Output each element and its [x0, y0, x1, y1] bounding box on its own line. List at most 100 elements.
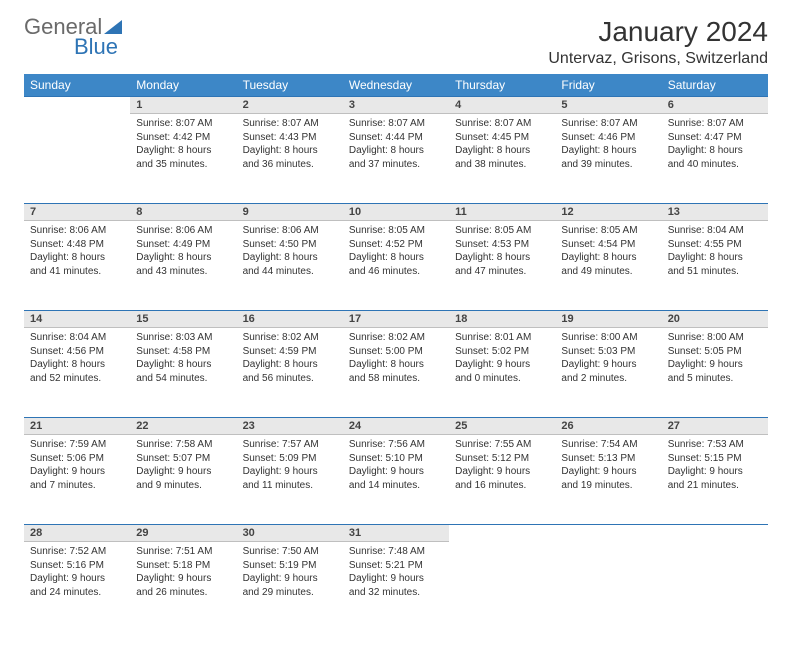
day-number-row: 78910111213 [24, 204, 768, 221]
day-body-cell: Sunrise: 8:06 AMSunset: 4:48 PMDaylight:… [24, 221, 130, 311]
title-block: January 2024 Untervaz, Grisons, Switzerl… [548, 16, 768, 68]
day-number-cell [449, 525, 555, 542]
day-number-cell: 16 [237, 311, 343, 328]
day-number-cell: 26 [555, 418, 661, 435]
day-body-row: Sunrise: 7:59 AMSunset: 5:06 PMDaylight:… [24, 435, 768, 525]
sunset-line: Sunset: 5:07 PM [136, 452, 230, 466]
day-body-cell: Sunrise: 8:00 AMSunset: 5:03 PMDaylight:… [555, 328, 661, 418]
sunset-line: Sunset: 5:13 PM [561, 452, 655, 466]
sunset-line: Sunset: 4:59 PM [243, 345, 337, 359]
day-number-cell: 17 [343, 311, 449, 328]
daylight-line: Daylight: 9 hours and 32 minutes. [349, 572, 443, 599]
daylight-line: Daylight: 8 hours and 36 minutes. [243, 144, 337, 171]
sunset-line: Sunset: 4:55 PM [668, 238, 762, 252]
day-number-cell: 8 [130, 204, 236, 221]
day-body-cell: Sunrise: 8:07 AMSunset: 4:43 PMDaylight:… [237, 114, 343, 204]
day-number-cell: 15 [130, 311, 236, 328]
daylight-line: Daylight: 8 hours and 41 minutes. [30, 251, 124, 278]
daylight-line: Daylight: 9 hours and 24 minutes. [30, 572, 124, 599]
sunrise-line: Sunrise: 8:06 AM [30, 224, 124, 238]
daylight-line: Daylight: 9 hours and 9 minutes. [136, 465, 230, 492]
daylight-line: Daylight: 8 hours and 54 minutes. [136, 358, 230, 385]
day-number-cell: 14 [24, 311, 130, 328]
sunset-line: Sunset: 4:45 PM [455, 131, 549, 145]
daylight-line: Daylight: 9 hours and 11 minutes. [243, 465, 337, 492]
daylight-line: Daylight: 8 hours and 49 minutes. [561, 251, 655, 278]
daylight-line: Daylight: 9 hours and 0 minutes. [455, 358, 549, 385]
day-number-row: 21222324252627 [24, 418, 768, 435]
sunset-line: Sunset: 5:12 PM [455, 452, 549, 466]
calendar-table: Sunday Monday Tuesday Wednesday Thursday… [24, 74, 768, 632]
sunset-line: Sunset: 5:09 PM [243, 452, 337, 466]
sunset-line: Sunset: 5:03 PM [561, 345, 655, 359]
day-body-cell: Sunrise: 8:07 AMSunset: 4:44 PMDaylight:… [343, 114, 449, 204]
daylight-line: Daylight: 8 hours and 58 minutes. [349, 358, 443, 385]
day-number-cell: 19 [555, 311, 661, 328]
day-body-cell: Sunrise: 8:00 AMSunset: 5:05 PMDaylight:… [662, 328, 768, 418]
day-number-cell: 3 [343, 97, 449, 114]
daylight-line: Daylight: 9 hours and 16 minutes. [455, 465, 549, 492]
day-number-cell: 21 [24, 418, 130, 435]
sunset-line: Sunset: 4:44 PM [349, 131, 443, 145]
day-number-cell: 13 [662, 204, 768, 221]
sunrise-line: Sunrise: 7:48 AM [349, 545, 443, 559]
sunset-line: Sunset: 4:56 PM [30, 345, 124, 359]
daylight-line: Daylight: 8 hours and 52 minutes. [30, 358, 124, 385]
sunrise-line: Sunrise: 8:04 AM [668, 224, 762, 238]
day-body-cell: Sunrise: 8:07 AMSunset: 4:46 PMDaylight:… [555, 114, 661, 204]
day-number-cell: 9 [237, 204, 343, 221]
day-body-cell: Sunrise: 7:52 AMSunset: 5:16 PMDaylight:… [24, 542, 130, 632]
weekday-header: Friday [555, 74, 661, 97]
day-body-cell: Sunrise: 7:48 AMSunset: 5:21 PMDaylight:… [343, 542, 449, 632]
brand-logo: General Blue [24, 16, 122, 58]
day-number-cell: 20 [662, 311, 768, 328]
day-body-row: Sunrise: 8:07 AMSunset: 4:42 PMDaylight:… [24, 114, 768, 204]
day-number-cell: 22 [130, 418, 236, 435]
sunset-line: Sunset: 4:52 PM [349, 238, 443, 252]
sunrise-line: Sunrise: 7:52 AM [30, 545, 124, 559]
weekday-header: Monday [130, 74, 236, 97]
day-body-cell: Sunrise: 7:57 AMSunset: 5:09 PMDaylight:… [237, 435, 343, 525]
sunrise-line: Sunrise: 8:00 AM [561, 331, 655, 345]
daylight-line: Daylight: 8 hours and 43 minutes. [136, 251, 230, 278]
daylight-line: Daylight: 8 hours and 40 minutes. [668, 144, 762, 171]
day-number-cell: 27 [662, 418, 768, 435]
day-body-cell: Sunrise: 8:06 AMSunset: 4:49 PMDaylight:… [130, 221, 236, 311]
day-number-cell [24, 97, 130, 114]
daylight-line: Daylight: 8 hours and 37 minutes. [349, 144, 443, 171]
day-body-cell: Sunrise: 8:05 AMSunset: 4:54 PMDaylight:… [555, 221, 661, 311]
day-body-cell: Sunrise: 8:07 AMSunset: 4:45 PMDaylight:… [449, 114, 555, 204]
day-number-cell: 31 [343, 525, 449, 542]
daylight-line: Daylight: 9 hours and 7 minutes. [30, 465, 124, 492]
day-body-cell [449, 542, 555, 632]
day-body-cell: Sunrise: 7:54 AMSunset: 5:13 PMDaylight:… [555, 435, 661, 525]
daylight-line: Daylight: 9 hours and 26 minutes. [136, 572, 230, 599]
day-number-cell: 18 [449, 311, 555, 328]
day-number-cell: 28 [24, 525, 130, 542]
sunrise-line: Sunrise: 7:51 AM [136, 545, 230, 559]
header: General Blue January 2024 Untervaz, Gris… [24, 16, 768, 68]
sunrise-line: Sunrise: 8:07 AM [243, 117, 337, 131]
daylight-line: Daylight: 8 hours and 46 minutes. [349, 251, 443, 278]
day-number-cell: 5 [555, 97, 661, 114]
day-number-cell: 10 [343, 204, 449, 221]
daylight-line: Daylight: 9 hours and 2 minutes. [561, 358, 655, 385]
day-number-cell: 25 [449, 418, 555, 435]
sunset-line: Sunset: 4:47 PM [668, 131, 762, 145]
sunrise-line: Sunrise: 8:07 AM [349, 117, 443, 131]
day-body-row: Sunrise: 7:52 AMSunset: 5:16 PMDaylight:… [24, 542, 768, 632]
sunrise-line: Sunrise: 8:00 AM [668, 331, 762, 345]
daylight-line: Daylight: 8 hours and 35 minutes. [136, 144, 230, 171]
sunset-line: Sunset: 4:46 PM [561, 131, 655, 145]
sunset-line: Sunset: 4:42 PM [136, 131, 230, 145]
sunrise-line: Sunrise: 7:56 AM [349, 438, 443, 452]
weekday-header: Wednesday [343, 74, 449, 97]
day-number-row: 14151617181920 [24, 311, 768, 328]
day-body-cell: Sunrise: 7:55 AMSunset: 5:12 PMDaylight:… [449, 435, 555, 525]
day-body-cell [662, 542, 768, 632]
day-body-row: Sunrise: 8:04 AMSunset: 4:56 PMDaylight:… [24, 328, 768, 418]
day-body-cell: Sunrise: 7:59 AMSunset: 5:06 PMDaylight:… [24, 435, 130, 525]
calendar-body: 123456Sunrise: 8:07 AMSunset: 4:42 PMDay… [24, 97, 768, 632]
daylight-line: Daylight: 8 hours and 51 minutes. [668, 251, 762, 278]
daylight-line: Daylight: 9 hours and 14 minutes. [349, 465, 443, 492]
